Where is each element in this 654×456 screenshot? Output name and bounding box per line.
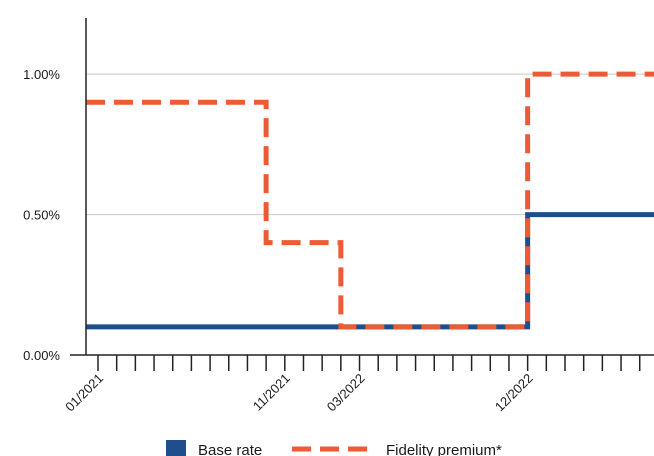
series-line-fidelity-premium <box>86 71 654 330</box>
legend-label-base-rate: Base rate <box>198 442 262 456</box>
y-tick-label: 1.00% <box>23 67 60 82</box>
y-tick-label: 0.50% <box>23 208 60 223</box>
x-tick-label: 01/2021 <box>62 371 106 415</box>
legend: Base rate Fidelity premium* <box>166 440 502 456</box>
x-tick-label: 03/2022 <box>324 371 368 415</box>
axes <box>70 18 654 356</box>
x-tick-label: 12/2022 <box>492 371 536 415</box>
y-axis-tick-labels: 0.00% 0.50% 1.00% <box>23 67 60 363</box>
y-tick-label: 0.00% <box>23 348 60 363</box>
x-axis-ticks: 01/2021 11/2021 03/2022 12/2022 <box>62 355 641 415</box>
legend-label-fidelity-premium: Fidelity premium* <box>386 442 502 456</box>
series-line-base-rate <box>86 212 654 330</box>
series-lines <box>86 71 654 330</box>
gridlines <box>86 73 654 216</box>
x-tick-label: 11/2021 <box>250 371 293 414</box>
legend-swatch-base-rate <box>166 440 186 456</box>
